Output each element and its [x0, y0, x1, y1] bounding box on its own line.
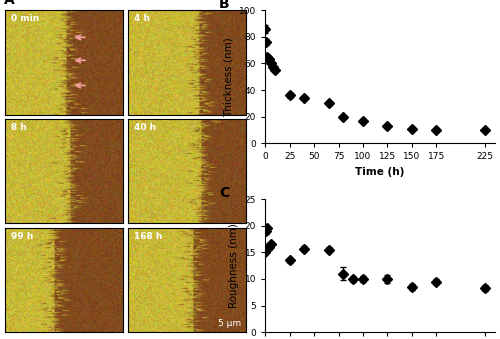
Text: 0 min: 0 min	[11, 14, 39, 23]
Y-axis label: Roughness (nm): Roughness (nm)	[229, 223, 239, 308]
Text: B: B	[219, 0, 230, 11]
Text: 40 h: 40 h	[134, 123, 156, 132]
Text: 4 h: 4 h	[134, 14, 150, 23]
Text: 5 μm: 5 μm	[218, 319, 242, 328]
Text: 8 h: 8 h	[11, 123, 27, 132]
Text: 99 h: 99 h	[11, 232, 34, 241]
Text: C: C	[219, 186, 230, 200]
Text: 168 h: 168 h	[134, 232, 162, 241]
X-axis label: Time (h): Time (h)	[356, 167, 405, 177]
Y-axis label: Thickness (nm): Thickness (nm)	[224, 37, 234, 117]
Text: A: A	[4, 0, 14, 7]
